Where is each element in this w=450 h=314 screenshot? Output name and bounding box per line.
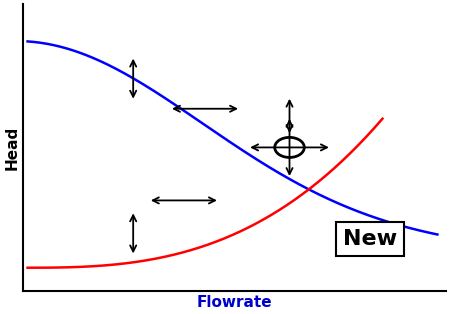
X-axis label: Flowrate: Flowrate — [197, 295, 272, 310]
Y-axis label: Head: Head — [4, 125, 19, 170]
Text: New: New — [343, 229, 397, 249]
